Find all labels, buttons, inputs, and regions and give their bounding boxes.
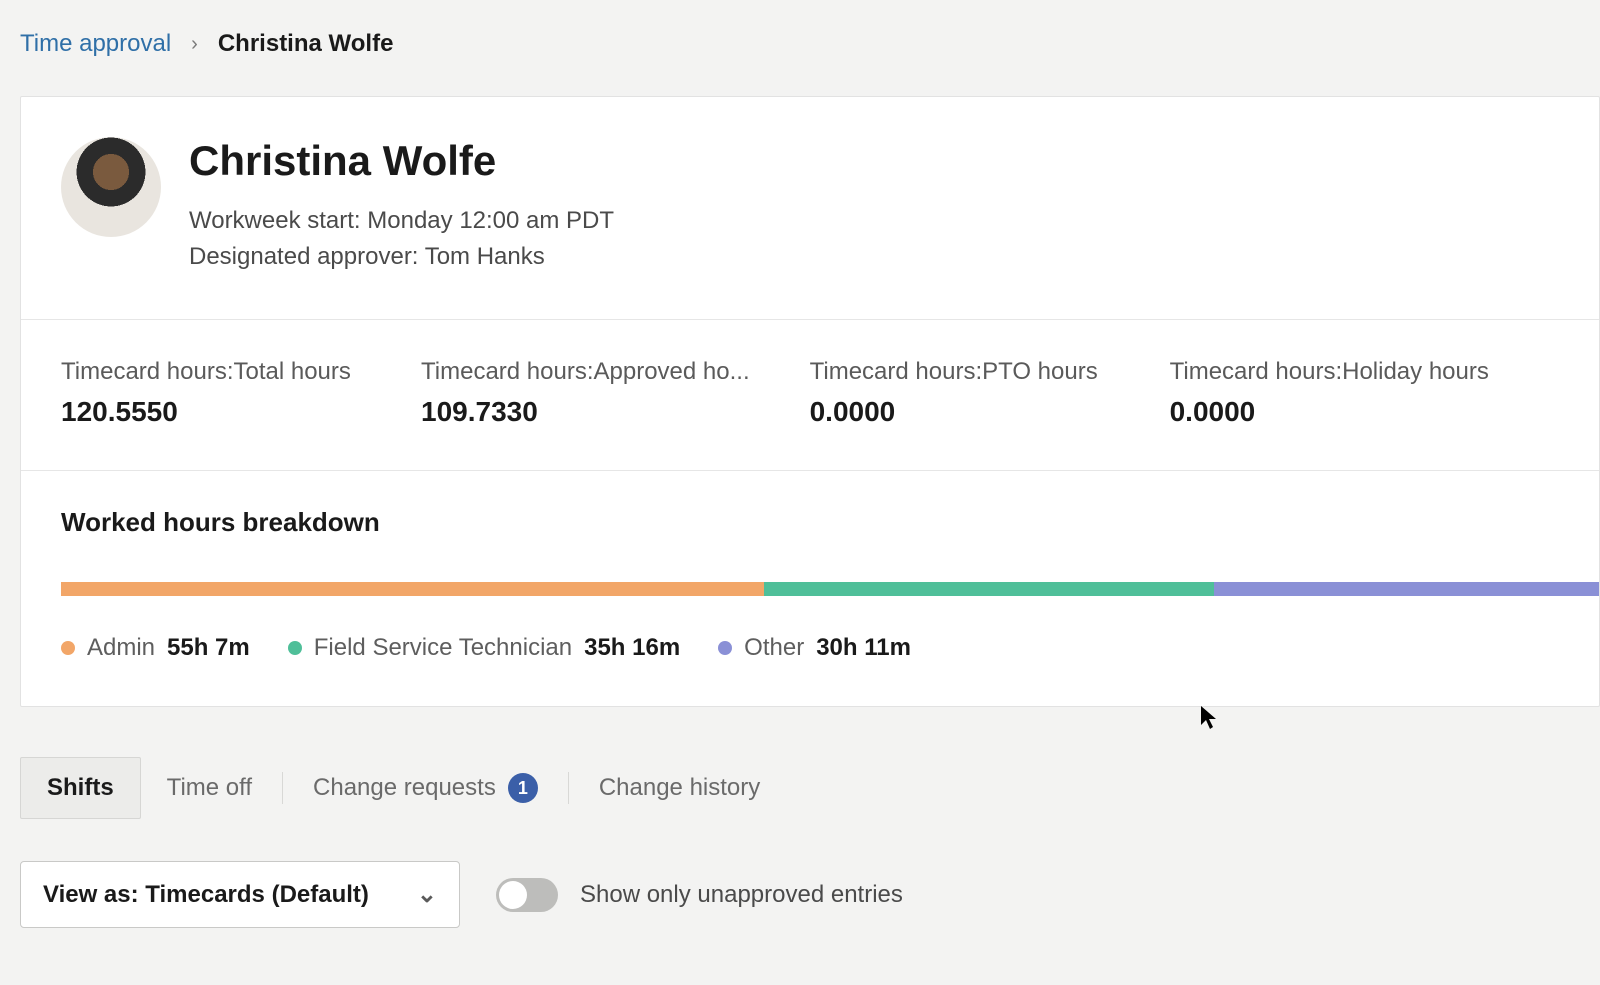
breakdown-segment [61,582,764,596]
breakdown-bar [61,582,1599,596]
stat-label: Timecard hours:Approved ho... [421,358,750,386]
stat-pto-hours: Timecard hours:PTO hours 0.0000 [810,358,1110,428]
breadcrumb: Time approval › Christina Wolfe [20,30,1600,58]
legend-value: 30h 11m [816,634,911,662]
employee-name: Christina Wolfe [189,137,614,185]
view-as-dropdown[interactable]: View as: Timecards (Default) ⌄ [20,861,460,928]
legend-item: Field Service Technician 35h 16m [288,634,680,662]
unapproved-toggle[interactable] [496,878,558,912]
tab-label: Change requests [313,774,496,802]
stat-value: 109.7330 [421,396,750,428]
controls-row: View as: Timecards (Default) ⌄ Show only… [20,861,1600,928]
breakdown-legend: Admin 55h 7m Field Service Technician 35h 1… [61,634,1599,662]
profile-header: Christina Wolfe Workweek start: Monday 1… [21,97,1599,320]
stat-label: Timecard hours:Total hours [61,358,361,386]
designated-approver: Designated approver: Tom Hanks [189,239,614,275]
timecard-stats: Timecard hours:Total hours 120.5550 Time… [21,320,1599,471]
tab-time-off[interactable]: Time off [141,758,278,818]
legend-value: 55h 7m [167,634,250,662]
legend-dot-icon [718,641,732,655]
breakdown-title: Worked hours breakdown [61,507,1599,538]
avatar [61,137,161,237]
employee-card: Christina Wolfe Workweek start: Monday 1… [20,96,1600,707]
breadcrumb-parent-link[interactable]: Time approval [20,30,171,58]
legend-dot-icon [288,641,302,655]
stat-label: Timecard hours:PTO hours [810,358,1110,386]
unapproved-toggle-label: Show only unapproved entries [580,881,903,909]
tab-change-history[interactable]: Change history [573,758,786,818]
breakdown-segment [1214,582,1599,596]
chevron-right-icon: › [191,33,198,56]
stat-value: 120.5550 [61,396,361,428]
tab-label: Time off [167,774,252,802]
unapproved-toggle-wrap: Show only unapproved entries [496,878,903,912]
stat-value: 0.0000 [1170,396,1489,428]
worked-hours-breakdown: Worked hours breakdown Admin 55h 7m Field … [21,471,1599,706]
legend-item: Other 30h 11m [718,634,911,662]
tab-change-requests[interactable]: Change requests 1 [287,757,564,819]
tab-label: Shifts [47,774,114,802]
legend-item: Admin 55h 7m [61,634,250,662]
dropdown-label: View as: Timecards (Default) [43,881,369,909]
legend-name: Field Service Technician [314,634,572,662]
breadcrumb-current: Christina Wolfe [218,30,394,58]
stat-total-hours: Timecard hours:Total hours 120.5550 [61,358,361,428]
tabs: Shifts Time off Change requests 1 Change… [20,757,1600,819]
stat-holiday-hours: Timecard hours:Holiday hours 0.0000 [1170,358,1489,428]
workweek-start: Workweek start: Monday 12:00 am PDT [189,203,614,239]
legend-dot-icon [61,641,75,655]
chevron-down-icon: ⌄ [417,880,437,909]
stat-approved-hours: Timecard hours:Approved ho... 109.7330 [421,358,750,428]
stat-label: Timecard hours:Holiday hours [1170,358,1489,386]
stat-value: 0.0000 [810,396,1110,428]
tab-separator [568,772,569,804]
legend-name: Admin [87,634,155,662]
breakdown-segment [764,582,1214,596]
change-requests-badge: 1 [508,773,538,803]
toggle-knob [499,881,527,909]
tab-label: Change history [599,774,760,802]
tab-separator [282,772,283,804]
legend-name: Other [744,634,804,662]
tab-shifts[interactable]: Shifts [20,757,141,819]
legend-value: 35h 16m [584,634,680,662]
